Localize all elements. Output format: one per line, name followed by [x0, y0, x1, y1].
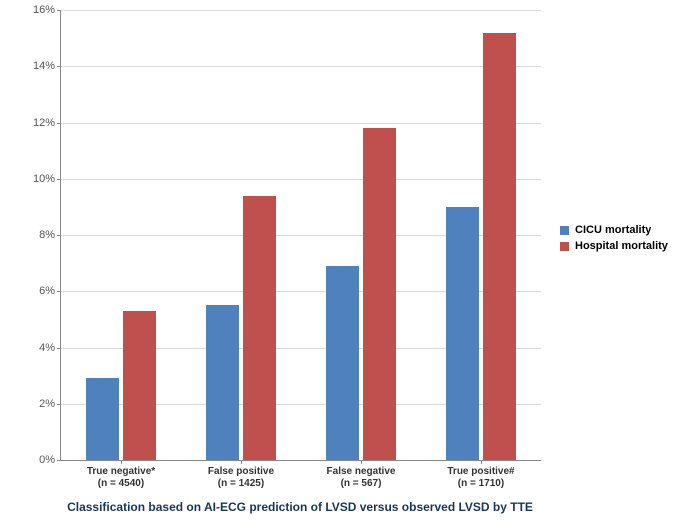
y-tick-mark — [57, 10, 61, 11]
y-tick-mark — [57, 179, 61, 180]
bar — [86, 378, 119, 460]
bar — [123, 311, 156, 460]
x-category-label-line1: False positive — [181, 466, 301, 478]
gridline — [61, 123, 541, 124]
legend-swatch — [560, 242, 569, 251]
x-category-label-line1: True negative* — [61, 466, 181, 478]
bar — [206, 305, 239, 460]
bar — [243, 196, 276, 460]
bar — [446, 207, 479, 460]
legend-swatch — [560, 226, 569, 235]
legend-item: CICU mortality — [560, 224, 668, 236]
x-category-label: True negative*(n = 4540) — [61, 466, 181, 490]
y-tick-label: 8% — [39, 229, 55, 241]
x-tick-mark — [121, 460, 122, 464]
legend-label: Hospital mortality — [575, 240, 668, 252]
legend-item: Hospital mortality — [560, 240, 668, 252]
x-category-label-line2: (n = 567) — [301, 478, 421, 490]
x-category-label: False positive(n = 1425) — [181, 466, 301, 490]
x-category-label: False negative(n = 567) — [301, 466, 421, 490]
y-tick-mark — [57, 235, 61, 236]
gridline — [61, 10, 541, 11]
y-tick-label: 12% — [33, 117, 55, 129]
bar — [483, 33, 516, 461]
x-axis-title: Classification based on AI-ECG predictio… — [60, 500, 540, 514]
gridline — [61, 66, 541, 67]
y-tick-mark — [57, 348, 61, 349]
x-category-label-line2: (n = 4540) — [61, 478, 181, 490]
gridline — [61, 179, 541, 180]
y-tick-label: 2% — [39, 398, 55, 410]
x-tick-mark — [241, 460, 242, 464]
x-category-label: True positive#(n = 1710) — [421, 466, 541, 490]
y-tick-label: 4% — [39, 342, 55, 354]
x-tick-mark — [361, 460, 362, 464]
legend-label: CICU mortality — [575, 224, 651, 236]
x-category-label-line2: (n = 1710) — [421, 478, 541, 490]
chart-container: 0%2%4%6%8%10%12%14%16%True negative*(n =… — [0, 0, 700, 532]
x-category-label-line2: (n = 1425) — [181, 478, 301, 490]
y-tick-label: 16% — [33, 4, 55, 16]
x-tick-mark — [481, 460, 482, 464]
y-tick-mark — [57, 66, 61, 67]
y-tick-label: 0% — [39, 454, 55, 466]
y-tick-mark — [57, 404, 61, 405]
x-category-label-line1: False negative — [301, 466, 421, 478]
bar — [326, 266, 359, 460]
y-tick-mark — [57, 460, 61, 461]
y-tick-label: 14% — [33, 60, 55, 72]
legend: CICU mortality Hospital mortality — [560, 220, 668, 256]
x-category-label-line1: True positive# — [421, 466, 541, 478]
y-tick-label: 10% — [33, 173, 55, 185]
y-tick-label: 6% — [39, 285, 55, 297]
y-tick-mark — [57, 123, 61, 124]
y-tick-mark — [57, 291, 61, 292]
bar — [363, 128, 396, 460]
plot-area: 0%2%4%6%8%10%12%14%16%True negative*(n =… — [60, 10, 541, 461]
